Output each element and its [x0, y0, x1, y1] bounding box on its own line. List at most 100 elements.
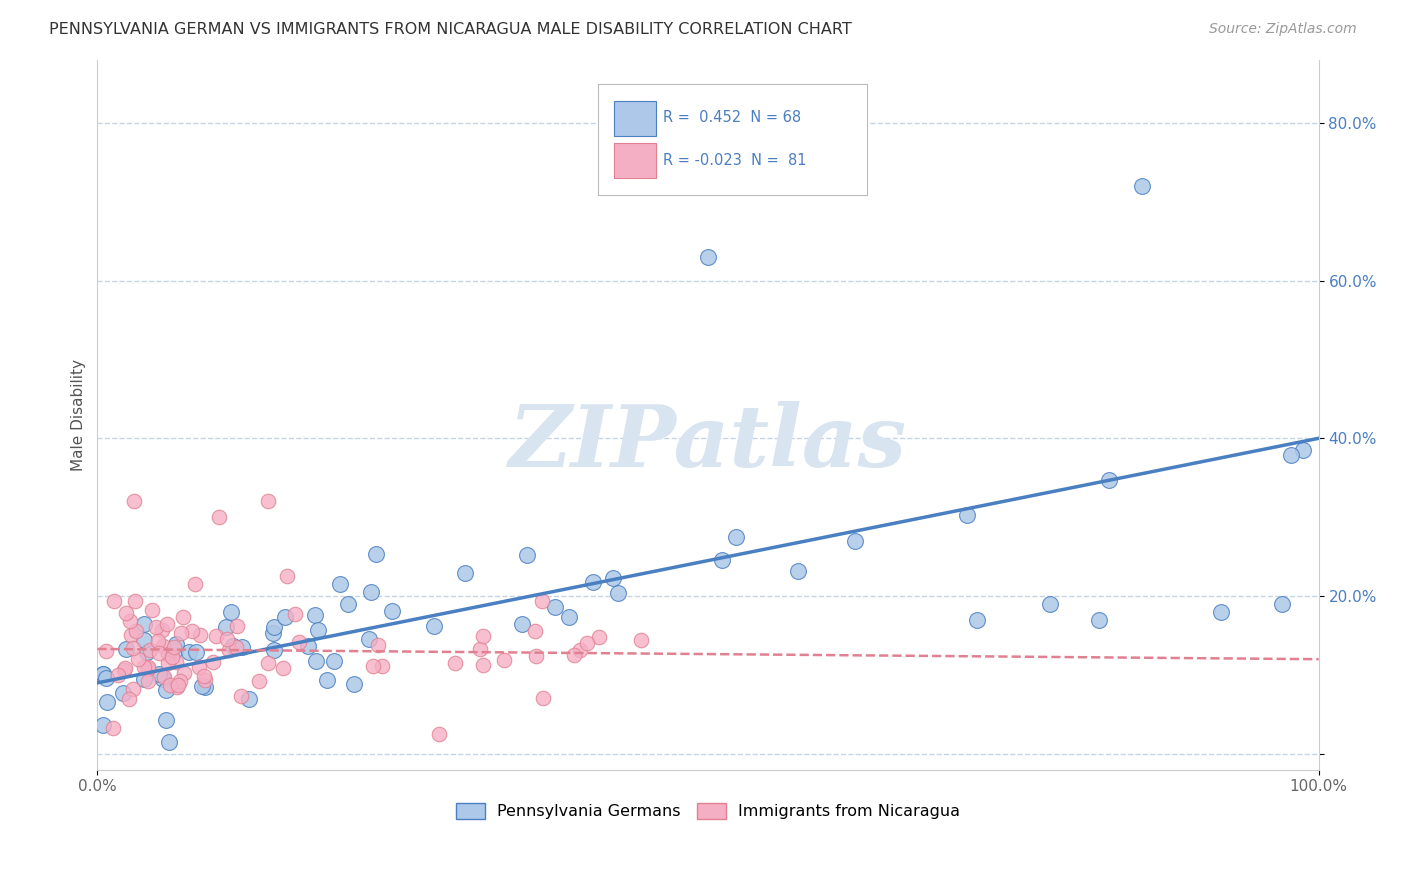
Point	[193, 668, 215, 682]
Point	[122, 494, 145, 508]
Point	[531, 594, 554, 608]
Point	[134, 633, 156, 648]
Point	[304, 608, 326, 623]
Point	[193, 681, 215, 695]
Point	[1209, 605, 1232, 619]
FancyBboxPatch shape	[614, 101, 655, 136]
Point	[148, 666, 170, 681]
Point	[472, 629, 495, 643]
FancyBboxPatch shape	[598, 85, 868, 194]
Point	[1088, 613, 1111, 627]
Point	[156, 656, 179, 670]
Point	[165, 637, 187, 651]
Point	[287, 634, 309, 648]
Point	[1281, 448, 1303, 462]
Point	[136, 661, 159, 675]
Point	[238, 691, 260, 706]
Point	[336, 597, 359, 611]
Point	[367, 638, 389, 652]
Point	[256, 656, 278, 670]
Point	[454, 566, 477, 580]
Point	[630, 633, 652, 648]
Point	[359, 632, 381, 646]
Point	[91, 717, 114, 731]
Point	[146, 633, 169, 648]
Legend: Pennsylvania Germans, Immigrants from Nicaragua: Pennsylvania Germans, Immigrants from Ni…	[450, 797, 967, 826]
Point	[725, 530, 748, 544]
Point	[305, 654, 328, 668]
Point	[91, 666, 114, 681]
Point	[1291, 442, 1313, 457]
Point	[343, 677, 366, 691]
Point	[494, 653, 516, 667]
Point	[956, 508, 979, 522]
Point	[202, 655, 225, 669]
Point	[443, 656, 465, 670]
Point	[284, 607, 307, 621]
Point	[136, 674, 159, 689]
Point	[323, 654, 346, 668]
Point	[263, 642, 285, 657]
Point	[531, 690, 554, 705]
Point	[697, 250, 720, 264]
Point	[1130, 178, 1153, 193]
Point	[510, 617, 533, 632]
Point	[124, 593, 146, 607]
Point	[173, 666, 195, 681]
Y-axis label: Male Disability: Male Disability	[72, 359, 86, 471]
Point	[558, 609, 581, 624]
Point	[120, 628, 142, 642]
Point	[568, 642, 591, 657]
Point	[127, 652, 149, 666]
Point	[562, 648, 585, 662]
Point	[274, 610, 297, 624]
Point	[1098, 473, 1121, 487]
Point	[165, 656, 187, 670]
Point	[544, 599, 567, 614]
Text: R = -0.023  N =  81: R = -0.023 N = 81	[662, 153, 807, 168]
Point	[188, 660, 211, 674]
Point	[524, 649, 547, 664]
Point	[225, 640, 247, 654]
Point	[103, 594, 125, 608]
Point	[364, 547, 387, 561]
Point	[371, 658, 394, 673]
Point	[215, 620, 238, 634]
Point	[184, 645, 207, 659]
Point	[472, 658, 495, 673]
Point	[191, 679, 214, 693]
Point	[103, 721, 125, 735]
Point	[160, 650, 183, 665]
Point	[271, 661, 294, 675]
Point	[361, 659, 384, 673]
Point	[316, 673, 339, 688]
Point	[179, 645, 201, 659]
Point	[122, 641, 145, 656]
Point	[145, 620, 167, 634]
Point	[111, 685, 134, 699]
Point	[134, 672, 156, 686]
Point	[218, 643, 240, 657]
Point	[221, 639, 243, 653]
Point	[184, 577, 207, 591]
Point	[155, 713, 177, 727]
Point	[247, 673, 270, 688]
Point	[360, 585, 382, 599]
Point	[470, 641, 492, 656]
Point	[91, 667, 114, 681]
Point	[262, 626, 284, 640]
Point	[153, 670, 176, 684]
Point	[114, 661, 136, 675]
Point	[844, 533, 866, 548]
Point	[257, 494, 280, 508]
Point	[194, 673, 217, 687]
Point	[155, 683, 177, 698]
Point	[966, 613, 988, 627]
Point	[582, 574, 605, 589]
Point	[152, 639, 174, 653]
Point	[125, 624, 148, 638]
Point	[96, 644, 118, 658]
Point	[114, 606, 136, 620]
Point	[786, 564, 808, 578]
Point	[231, 640, 253, 654]
